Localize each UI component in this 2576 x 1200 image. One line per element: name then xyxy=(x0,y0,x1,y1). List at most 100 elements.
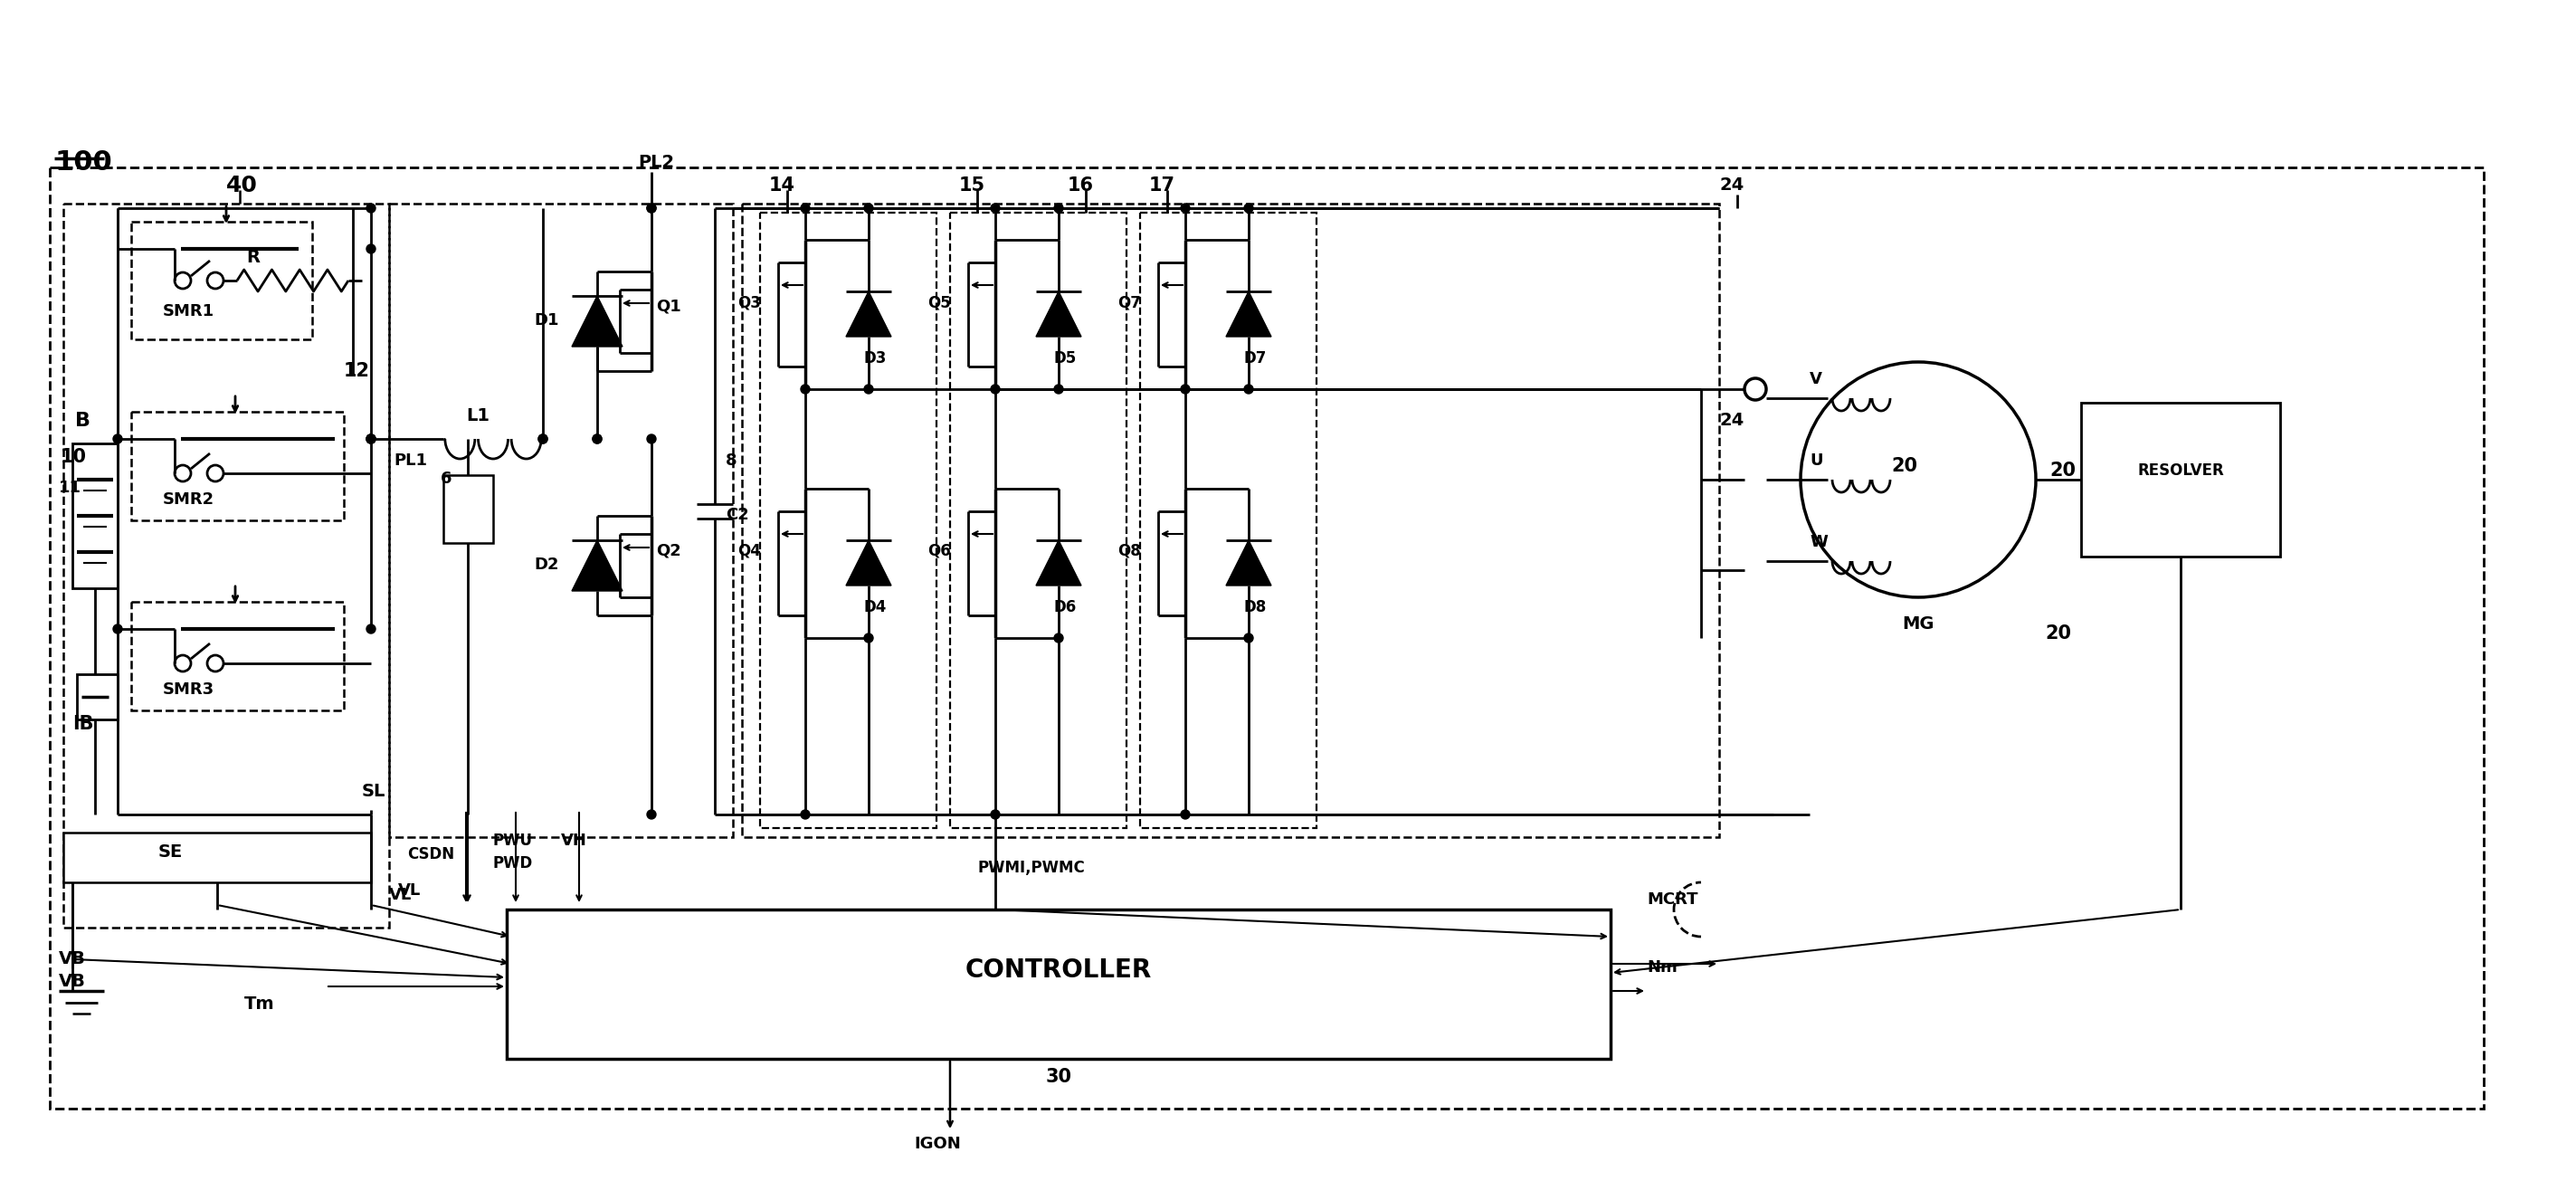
Text: VH: VH xyxy=(562,833,587,848)
Polygon shape xyxy=(1226,292,1273,337)
Text: VB: VB xyxy=(59,950,85,967)
Text: 30: 30 xyxy=(1046,1068,1072,1086)
Bar xyxy=(77,674,118,720)
Text: SMR1: SMR1 xyxy=(162,304,214,319)
Text: 24: 24 xyxy=(1718,176,1744,193)
Text: D2: D2 xyxy=(533,557,559,572)
Circle shape xyxy=(1244,634,1252,642)
Text: B: B xyxy=(75,412,90,430)
Circle shape xyxy=(863,204,873,212)
Text: MG: MG xyxy=(1901,616,1935,632)
Circle shape xyxy=(366,434,376,444)
Text: 17: 17 xyxy=(1149,176,1175,194)
Text: 14: 14 xyxy=(770,176,796,194)
Text: 20: 20 xyxy=(1891,457,1917,475)
Circle shape xyxy=(992,204,999,212)
Text: R: R xyxy=(247,248,260,266)
Circle shape xyxy=(1180,385,1190,394)
Text: PWU: PWU xyxy=(492,833,533,848)
Circle shape xyxy=(366,245,376,253)
Polygon shape xyxy=(845,540,891,586)
Text: 40: 40 xyxy=(227,175,258,197)
Text: Q6: Q6 xyxy=(927,542,951,559)
Text: D4: D4 xyxy=(863,599,886,616)
Circle shape xyxy=(647,434,657,444)
Text: L1: L1 xyxy=(466,407,489,425)
Bar xyxy=(507,910,1610,1058)
Text: 11: 11 xyxy=(59,480,82,496)
Circle shape xyxy=(647,204,657,212)
Text: C2: C2 xyxy=(726,506,750,523)
Bar xyxy=(64,833,371,882)
Text: Q1: Q1 xyxy=(657,299,680,314)
Text: CSDN: CSDN xyxy=(407,846,453,863)
Polygon shape xyxy=(572,296,623,347)
Polygon shape xyxy=(1226,540,1273,586)
Text: SE: SE xyxy=(157,844,183,860)
Text: IB: IB xyxy=(72,715,93,733)
Text: 10: 10 xyxy=(62,448,88,466)
Circle shape xyxy=(366,434,376,444)
Circle shape xyxy=(592,434,603,444)
Circle shape xyxy=(538,434,549,444)
Text: PL1: PL1 xyxy=(394,452,428,469)
Bar xyxy=(64,204,389,928)
Text: VL: VL xyxy=(399,882,420,899)
Text: 16: 16 xyxy=(1066,176,1095,194)
Text: 100: 100 xyxy=(54,149,111,175)
Circle shape xyxy=(592,434,603,444)
Text: MCRT: MCRT xyxy=(1646,892,1698,907)
Text: IGON: IGON xyxy=(914,1135,961,1152)
Bar xyxy=(742,204,1718,838)
Text: D7: D7 xyxy=(1244,350,1267,366)
Circle shape xyxy=(863,385,873,394)
Circle shape xyxy=(1180,204,1190,212)
Circle shape xyxy=(1180,810,1190,820)
Text: VL: VL xyxy=(389,887,412,904)
Text: 15: 15 xyxy=(958,176,987,194)
Bar xyxy=(131,602,343,710)
Text: D1: D1 xyxy=(533,312,559,329)
Text: PL2: PL2 xyxy=(639,154,675,172)
Circle shape xyxy=(1244,385,1252,394)
Text: SL: SL xyxy=(361,782,386,800)
Text: CONTROLLER: CONTROLLER xyxy=(966,958,1151,983)
Bar xyxy=(72,444,118,588)
Circle shape xyxy=(366,204,376,212)
Circle shape xyxy=(1054,634,1064,642)
Text: V: V xyxy=(1808,371,1821,388)
Bar xyxy=(389,204,734,838)
Circle shape xyxy=(647,204,657,212)
Text: D5: D5 xyxy=(1054,350,1077,366)
Text: 20: 20 xyxy=(2050,462,2076,480)
Text: Q4: Q4 xyxy=(737,542,760,559)
Text: Nm: Nm xyxy=(1646,959,1677,976)
Text: U: U xyxy=(1808,452,1824,469)
Polygon shape xyxy=(572,540,623,590)
Text: 24: 24 xyxy=(1718,412,1744,428)
Circle shape xyxy=(366,624,376,634)
Text: 20: 20 xyxy=(2045,624,2071,642)
Polygon shape xyxy=(845,292,891,337)
Text: PWD: PWD xyxy=(492,856,533,871)
Text: Q3: Q3 xyxy=(737,294,760,311)
Circle shape xyxy=(801,204,809,212)
Text: 6: 6 xyxy=(440,470,451,487)
Text: Q8: Q8 xyxy=(1118,542,1141,559)
Text: VB: VB xyxy=(59,973,85,990)
Circle shape xyxy=(1244,204,1252,212)
Bar xyxy=(131,222,312,340)
Text: SMR3: SMR3 xyxy=(162,682,214,697)
Circle shape xyxy=(863,634,873,642)
Circle shape xyxy=(801,810,809,820)
Text: D6: D6 xyxy=(1054,599,1077,616)
Text: Q5: Q5 xyxy=(927,294,951,311)
Bar xyxy=(951,212,1126,828)
Text: 12: 12 xyxy=(343,362,371,380)
Polygon shape xyxy=(1036,292,1082,337)
Text: D3: D3 xyxy=(863,350,886,366)
Circle shape xyxy=(538,434,549,444)
Circle shape xyxy=(1054,385,1064,394)
Bar xyxy=(443,475,492,542)
Circle shape xyxy=(366,434,376,444)
